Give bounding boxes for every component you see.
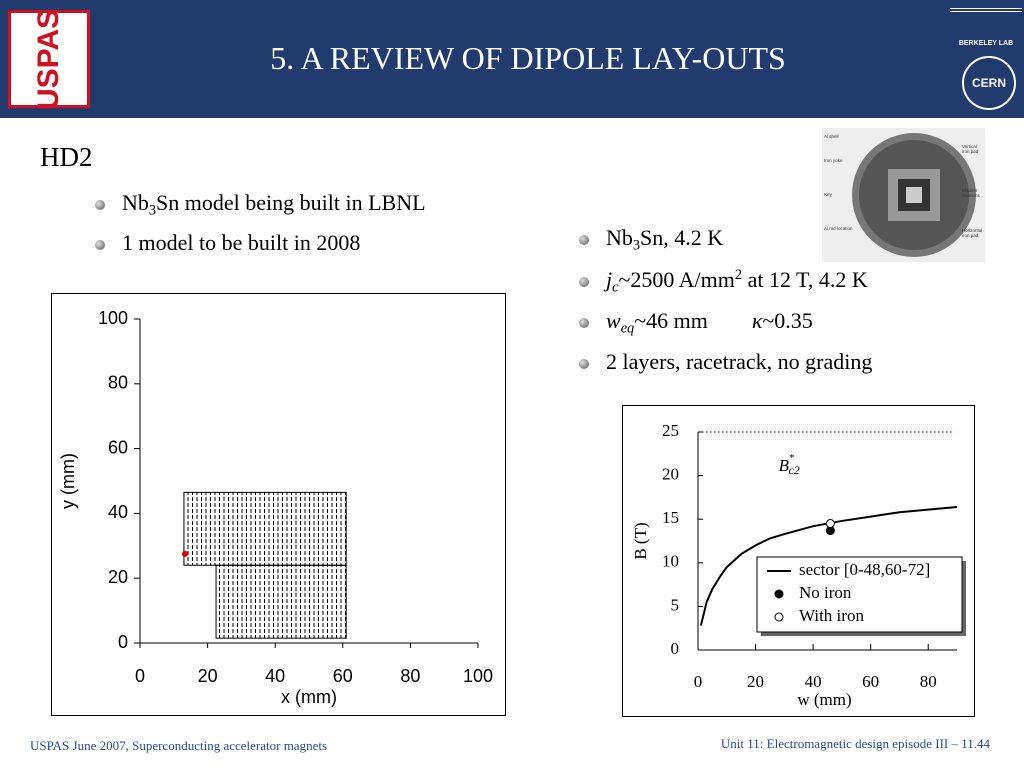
section-heading: HD2 [40, 142, 93, 172]
legend-label: With iron [799, 606, 864, 625]
legend-swatch [774, 612, 784, 622]
figure-label: Al shell [824, 134, 839, 139]
legend-box [756, 556, 963, 633]
bullet: 2 layers, racetrack, no grading [578, 349, 873, 375]
figure-label: Al rod location [824, 226, 853, 231]
figure-label: Vertical iron pad [962, 144, 979, 154]
x-tick-label: 80 [920, 672, 937, 691]
label-run: * [789, 451, 795, 463]
text-run: 2 layers, racetrack, no grading [606, 349, 873, 374]
legend-label: No iron [799, 583, 852, 602]
x-tick-label: 20 [747, 672, 764, 691]
y-tick-label: 10 [662, 552, 679, 571]
text-run: ~2500 A/mm [618, 267, 735, 292]
series-marker [825, 519, 835, 529]
coil-block [215, 564, 347, 639]
x-tick-label: 60 [862, 672, 879, 691]
text-run: w [606, 308, 621, 333]
y-tick-label: 80 [108, 373, 128, 393]
chart-1: 0 20 40 60 80 100 0 20 40 60 80 100 x (mm) y (mm) [51, 293, 506, 716]
text-run: 3 [632, 237, 641, 254]
x-tick-label: 20 [198, 666, 218, 686]
x-axis-label: w (mm) [797, 690, 851, 709]
bullet: weq~46 mm κ~0.35 [579, 308, 813, 337]
bore [906, 187, 922, 203]
text-run: j [606, 267, 613, 292]
x-tick-label: 60 [333, 666, 353, 686]
y-tick-label: 0 [671, 639, 680, 658]
x-tick-label: 0 [694, 672, 703, 691]
figure-label: Iron yoke [824, 158, 843, 163]
y-tick-label: 60 [108, 437, 128, 457]
text-run: 2 [734, 267, 743, 284]
bullet: Nb3Sn, 4.2 K [578, 225, 724, 254]
x-tick-label: 80 [400, 666, 420, 686]
header-bar [0, 0, 1024, 118]
figure-label: Key [824, 192, 832, 197]
cross-section-figure: Al shell Iron yoke Key Al rod location Verti… [822, 128, 985, 262]
y-tick-label: 20 [108, 567, 128, 587]
label-run: c2 [788, 463, 799, 477]
text-run: Nb [606, 225, 633, 250]
reference-label: B* c2 [779, 451, 800, 476]
figure-drawing [852, 133, 976, 257]
y-tick-label: 5 [671, 595, 680, 614]
text-run: eq [620, 320, 635, 337]
text-run: ~0.35 [762, 308, 813, 333]
x-tick-label: 40 [805, 672, 822, 691]
legend-swatch [774, 589, 784, 599]
figure-label: Bladder locations [962, 188, 980, 198]
text-run: Sn model being built in LBNL [156, 190, 426, 215]
bullet: Nb3Sn model being built in LBNL [95, 190, 426, 219]
y-axis-label: y (mm) [58, 453, 78, 509]
y-tick-label: 100 [98, 308, 128, 328]
x-tick-label: 40 [265, 666, 285, 686]
text-run: ~46 mm [634, 308, 708, 333]
logo: USPAS [8, 8, 90, 110]
x-tick-label: 0 [135, 666, 145, 686]
y-tick-label: 40 [108, 502, 128, 522]
y-axis-label: B (T) [631, 522, 650, 559]
figure-label: Horizontal iron pad [962, 228, 983, 238]
text-run: κ [751, 308, 763, 333]
text-run: 3 [148, 202, 157, 219]
bullet: 1 model to be built in 2008 [94, 230, 361, 256]
chart-2: 0 5 10 15 20 25 0 20 40 60 80 w (mm) B (T) B* c2 sector… [622, 405, 975, 717]
y-tick-label: 25 [662, 421, 679, 440]
logo: CERN [962, 56, 1016, 110]
bullet: jc~2500 A/mm2 at 12 T, 4.2 K [579, 267, 868, 296]
text-run: at 12 T, 4.2 K [742, 267, 868, 292]
y-tick-label: 0 [118, 632, 128, 652]
footer-left: USPAS June 2007, Superconducting acceler… [30, 738, 328, 753]
text-run: Sn, 4.2 K [640, 225, 724, 250]
legend-label: sector [0-48,60-72] [799, 560, 930, 579]
x-axis-label: x (mm) [281, 687, 337, 707]
point [181, 550, 188, 557]
text-run: 1 model to be built in 2008 [122, 230, 361, 255]
text-run: c [612, 279, 619, 296]
text-run: Nb [122, 190, 149, 215]
coil-block [183, 491, 347, 566]
series-line [699, 505, 958, 626]
logo: BERKELEY LAB [950, 8, 1022, 48]
slide-title: 5. A REVIEW OF DIPOLE LAY-OUTS [270, 40, 786, 76]
footer-right: Unit 11: Electromagnetic design episode … [720, 736, 990, 751]
x-tick-label: 100 [463, 666, 493, 686]
y-tick-label: 15 [662, 508, 679, 527]
label-run: B [779, 456, 790, 475]
y-tick-label: 20 [662, 465, 679, 484]
